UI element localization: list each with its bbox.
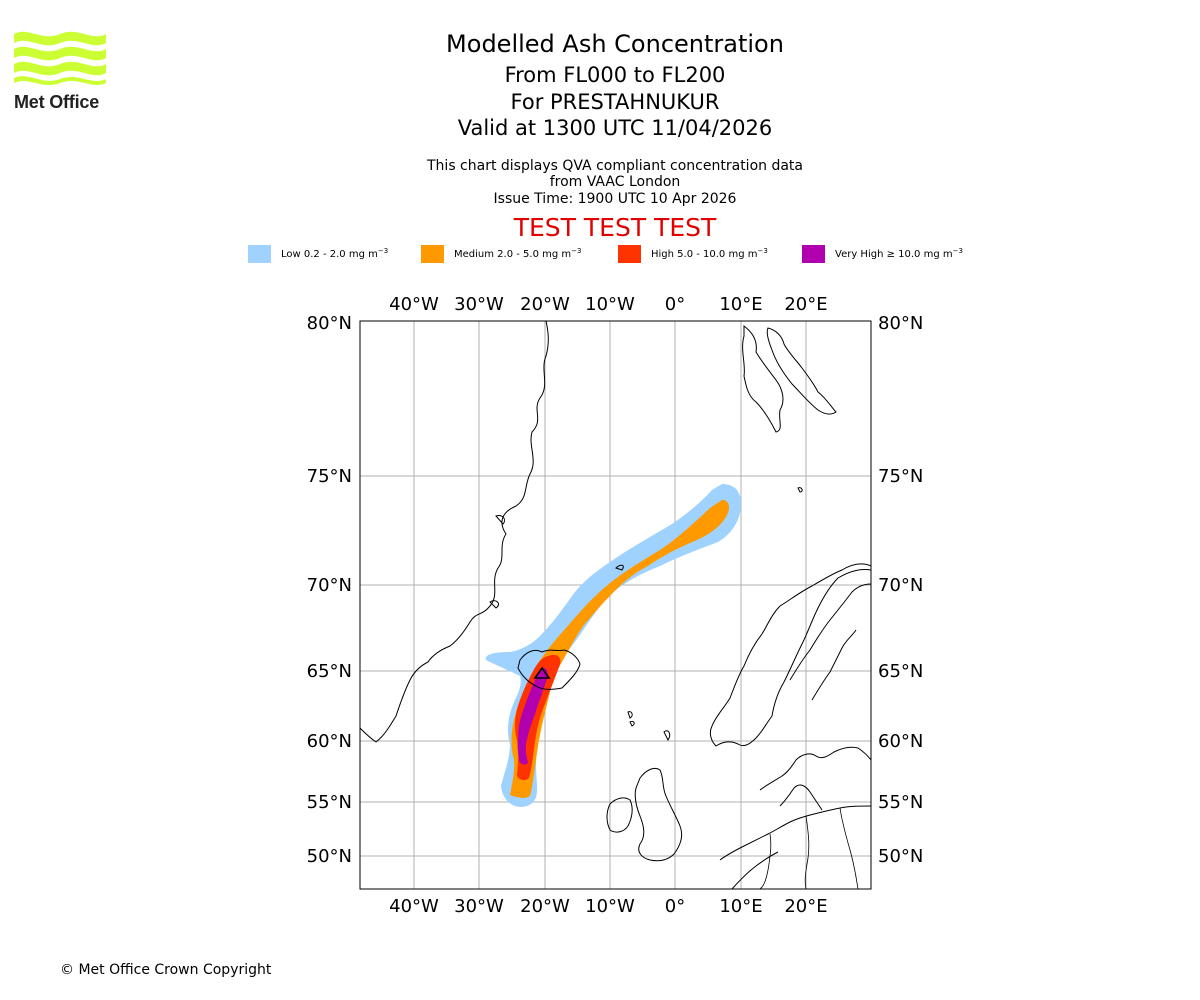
legend-swatch-very-high (802, 244, 825, 263)
lat-label-75n-right: 75°N (878, 466, 923, 487)
valid-time: Valid at 1300 UTC 11/04/2026 (457, 116, 773, 140)
issue-time: Issue Time: 1900 UTC 10 Apr 2026 (493, 191, 737, 207)
met-office-logo: Met Office (14, 30, 114, 115)
flight-levels: From FL000 to FL200 (504, 63, 726, 87)
legend-medium: Medium 2.0 - 5.0 mg m−3 (421, 244, 581, 263)
lon-label-10w: 10°W (585, 294, 635, 315)
ash-medium-region (510, 500, 730, 798)
ash-very-high-region (517, 668, 548, 765)
legend-label-medium: Medium 2.0 - 5.0 mg m−3 (454, 247, 582, 260)
lat-label-75n: 75°N (307, 466, 352, 487)
volcano-name: For PRESTAHNUKUR (510, 90, 720, 114)
lat-label-70n: 70°N (307, 575, 352, 596)
lon-label-20w: 20°W (520, 294, 570, 315)
legend-label-low: Low 0.2 - 2.0 mg m−3 (281, 247, 389, 260)
lat-labels-left: 80°N 75°N 70°N 65°N 60°N 55°N 50°N (307, 313, 352, 867)
legend-high: High 5.0 - 10.0 mg m−3 (618, 244, 768, 263)
lat-label-70n-right: 70°N (878, 575, 923, 596)
lat-label-50n: 50°N (307, 846, 352, 867)
lon-labels-bottom: 40°W 30°W 20°W 10°W 0° 10°E 20°E (389, 896, 827, 917)
lat-label-55n: 55°N (307, 792, 352, 813)
lat-label-65n: 65°N (307, 661, 352, 682)
lon-label-10e: 10°E (719, 294, 762, 315)
chart-title: Modelled Ash Concentration (446, 30, 784, 58)
lon-label-30w-bottom: 30°W (454, 896, 504, 917)
lat-label-60n: 60°N (307, 731, 352, 752)
lat-labels-right: 80°N 75°N 70°N 65°N 60°N 55°N 50°N (878, 313, 923, 867)
lon-label-10e-bottom: 10°E (719, 896, 762, 917)
legend-low: Low 0.2 - 2.0 mg m−3 (248, 244, 388, 263)
lon-label-30w: 30°W (454, 294, 504, 315)
legend-label-high: High 5.0 - 10.0 mg m−3 (651, 247, 768, 260)
lat-label-80n-right: 80°N (878, 313, 923, 334)
lat-label-60n-right: 60°N (878, 731, 923, 752)
lat-label-55n-right: 55°N (878, 792, 923, 813)
logo-waves-icon (14, 31, 106, 86)
test-banner: TEST TEST TEST (513, 213, 717, 242)
map-grid (360, 321, 871, 889)
lon-label-20e-bottom: 20°E (784, 896, 827, 917)
lat-label-80n: 80°N (307, 313, 352, 334)
lon-label-40w-bottom: 40°W (389, 896, 439, 917)
lon-labels-top: 40°W 30°W 20°W 10°W 0° 10°E 20°E (389, 294, 827, 315)
lat-label-65n-right: 65°N (878, 661, 923, 682)
legend-swatch-low (248, 244, 271, 263)
volcano-marker-icon (533, 666, 551, 679)
lon-label-0: 0° (665, 294, 685, 315)
map-frame (359, 320, 872, 890)
lat-label-50n-right: 50°N (878, 846, 923, 867)
lon-label-20w-bottom: 20°W (520, 896, 570, 917)
legend-swatch-medium (421, 244, 444, 263)
lon-label-40w: 40°W (389, 294, 439, 315)
legend-swatch-high (618, 244, 641, 263)
coastlines (360, 321, 871, 889)
chart-description: This chart displays QVA compliant concen… (427, 158, 803, 190)
legend-label-very-high: Very High ≥ 10.0 mg m−3 (835, 247, 963, 260)
lon-label-10w-bottom: 10°W (585, 896, 635, 917)
ash-high-region (515, 654, 561, 781)
copyright-notice: © Met Office Crown Copyright (60, 962, 272, 978)
lon-label-0-bottom: 0° (665, 896, 685, 917)
legend-very-high: Very High ≥ 10.0 mg m−3 (802, 244, 963, 263)
logo-text: Met Office (14, 92, 100, 112)
lon-label-20e: 20°E (784, 294, 827, 315)
